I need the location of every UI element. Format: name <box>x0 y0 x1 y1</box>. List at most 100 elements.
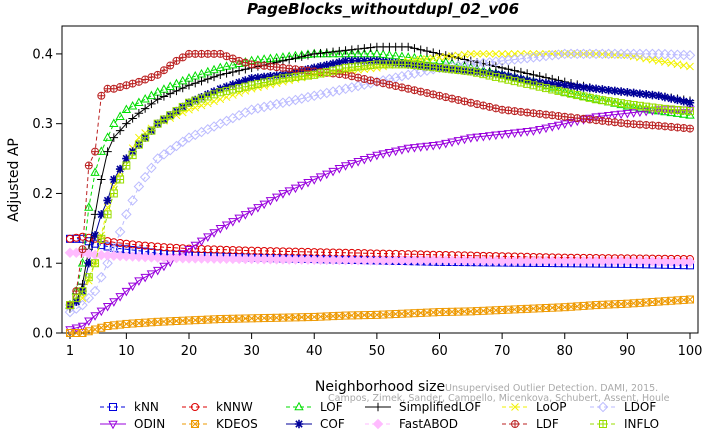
data-point <box>172 316 181 325</box>
x-tick-label: 50 <box>369 344 386 359</box>
data-point <box>535 78 544 87</box>
data-point <box>290 94 301 106</box>
data-point <box>197 76 206 86</box>
data-point <box>459 135 470 145</box>
legend-label: COF <box>320 417 345 431</box>
data-point <box>679 97 688 106</box>
data-point <box>648 90 657 100</box>
chart-title: PageBlocks_withoutdupl_02_v06 <box>247 0 519 18</box>
data-point <box>373 402 383 412</box>
data-point <box>686 125 694 133</box>
data-point <box>190 241 200 251</box>
data-point <box>122 81 130 89</box>
x-tick-label: 90 <box>619 344 636 359</box>
data-point <box>352 80 364 92</box>
data-point <box>509 129 520 138</box>
data-point <box>441 307 450 316</box>
data-point <box>147 242 156 251</box>
data-point <box>402 69 414 81</box>
data-point <box>210 245 219 254</box>
data-point <box>122 239 131 248</box>
data-point <box>209 72 219 82</box>
y-axis-label: Adjusted AP <box>6 138 22 222</box>
data-point <box>66 234 74 243</box>
data-point <box>297 181 307 191</box>
data-point <box>334 84 345 96</box>
data-point <box>660 297 669 306</box>
data-point <box>360 56 369 66</box>
legend-label: kNNW <box>216 400 253 414</box>
legend-label: LDF <box>536 417 559 431</box>
data-point <box>417 88 425 96</box>
data-point <box>166 62 174 70</box>
data-point <box>504 50 513 58</box>
data-point <box>435 92 443 100</box>
data-point <box>97 175 106 184</box>
data-point <box>297 52 306 61</box>
data-point <box>479 102 487 110</box>
data-point <box>78 329 87 337</box>
data-point <box>492 50 500 58</box>
data-point <box>466 134 476 143</box>
data-point <box>353 44 363 54</box>
data-point <box>77 299 88 311</box>
data-point <box>179 103 187 111</box>
legend-item-inflo: INFLO <box>590 417 659 431</box>
x-tick-label: 70 <box>494 344 511 359</box>
data-point <box>322 60 331 70</box>
data-point <box>616 87 626 96</box>
plot-frame <box>61 25 699 334</box>
legend-label: LoOP <box>536 400 567 414</box>
data-point <box>648 298 657 307</box>
data-point <box>359 155 370 165</box>
data-point <box>629 299 638 308</box>
data-point <box>373 78 381 86</box>
data-point <box>335 46 344 56</box>
data-point <box>460 50 469 59</box>
data-point <box>566 81 576 91</box>
data-point <box>253 73 263 82</box>
data-point <box>159 243 168 252</box>
data-point <box>97 323 106 332</box>
data-point <box>466 307 475 316</box>
data-point <box>66 329 74 337</box>
data-point <box>115 111 125 121</box>
x-tick-label: 1 <box>66 344 74 359</box>
data-point <box>597 112 608 122</box>
data-point <box>129 80 137 88</box>
data-point <box>359 79 370 90</box>
data-point <box>316 49 325 58</box>
data-point <box>127 282 138 292</box>
data-point <box>553 121 564 131</box>
legend-label: kNN <box>134 400 159 414</box>
data-point <box>328 167 338 177</box>
data-point <box>103 242 112 251</box>
data-point <box>415 66 426 78</box>
data-point <box>548 79 557 89</box>
data-point <box>529 304 538 313</box>
y-tick-label: 0.4 <box>32 47 53 62</box>
data-point <box>259 200 269 210</box>
data-point <box>416 308 425 317</box>
data-point <box>409 144 420 153</box>
data-point <box>541 124 551 134</box>
data-point <box>367 76 375 84</box>
data-point <box>567 302 576 311</box>
data-point <box>397 309 406 318</box>
data-point <box>78 232 87 241</box>
data-point <box>372 310 381 319</box>
data-point <box>291 313 300 322</box>
series-odin <box>65 106 695 335</box>
data-point <box>661 58 669 66</box>
data-point <box>90 312 100 321</box>
data-point <box>322 170 332 180</box>
data-point <box>241 59 249 67</box>
data-point <box>278 313 287 322</box>
data-point <box>110 189 118 197</box>
series-fastabod <box>64 247 696 268</box>
data-point <box>622 101 633 110</box>
data-point <box>347 45 357 54</box>
data-point <box>585 83 594 93</box>
data-point <box>278 190 288 199</box>
data-point <box>485 306 494 315</box>
